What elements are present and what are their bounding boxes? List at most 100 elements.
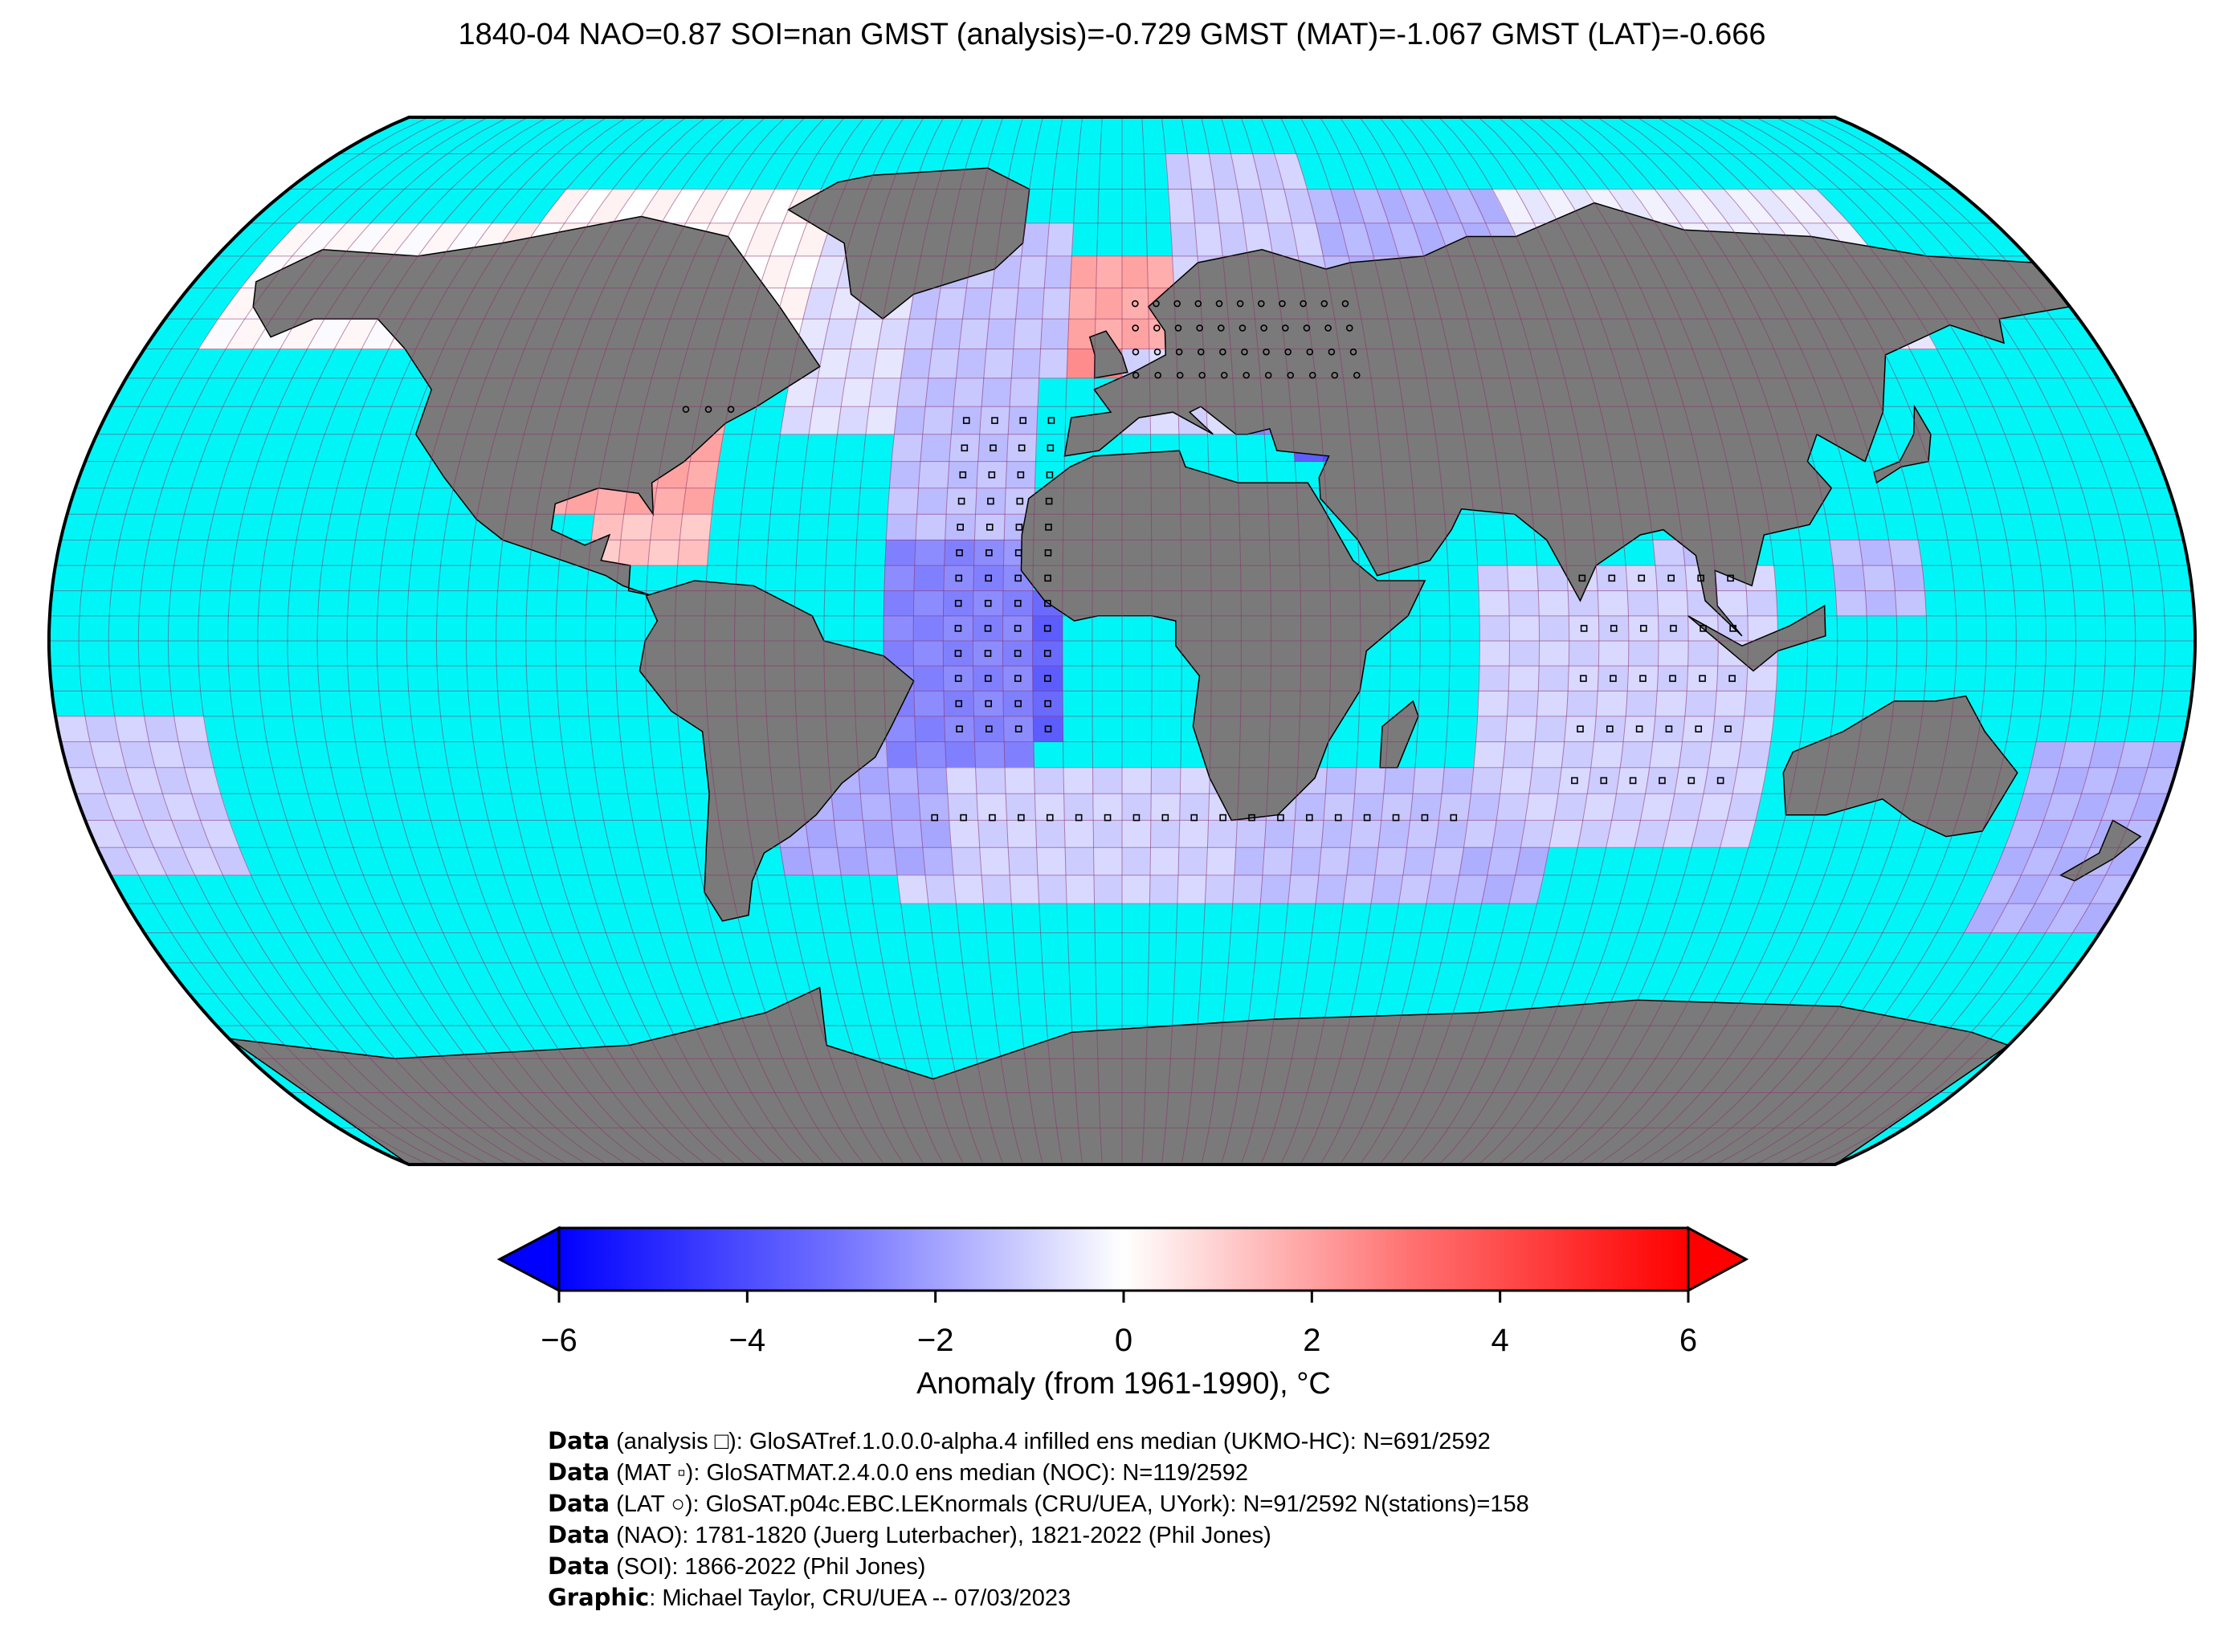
anomaly-cell — [1536, 691, 1569, 717]
anomaly-cell — [943, 565, 974, 591]
analysis-cell-marker — [1219, 814, 1226, 822]
analysis-cell-marker — [1043, 625, 1051, 632]
anomaly-cell — [1093, 846, 1123, 876]
anomaly-cell — [1003, 741, 1034, 769]
analysis-cell-marker — [987, 497, 994, 505]
anomaly-cell — [916, 487, 949, 515]
anomaly-cell — [1864, 590, 1897, 617]
anomaly-cell — [1063, 820, 1094, 848]
credit-text: (NAO): 1781-1820 (Juerg Luterbacher), 18… — [610, 1523, 1271, 1548]
anomaly-cell — [1615, 767, 1651, 794]
analysis-cell-marker — [1018, 444, 1026, 452]
anomaly-cell — [1500, 767, 1533, 794]
anomaly-cell — [652, 487, 687, 515]
anomaly-cell — [1528, 767, 1562, 794]
anomaly-cell — [973, 565, 1004, 591]
anomaly-cell — [1711, 716, 1745, 743]
analysis-cell-marker — [1019, 417, 1027, 424]
land-station-marker — [1264, 371, 1272, 379]
anomaly-cell — [1318, 846, 1351, 876]
anomaly-cell — [1121, 288, 1149, 320]
analysis-cell-marker — [1044, 675, 1051, 683]
analysis-cell-marker — [1306, 814, 1313, 822]
analysis-cell-marker — [1659, 777, 1666, 785]
anomaly-cell — [836, 846, 870, 876]
land-station-marker — [1153, 300, 1160, 308]
land-station-marker — [1349, 348, 1357, 356]
land-station-marker — [682, 406, 690, 414]
anomaly-cell — [891, 820, 924, 848]
anomaly-cell — [1235, 820, 1267, 848]
anomaly-cell — [1628, 615, 1659, 642]
land-station-marker — [1341, 300, 1349, 308]
land-station-marker — [1236, 300, 1244, 308]
anomaly-cell — [1459, 846, 1493, 876]
analysis-cell-marker — [1635, 725, 1643, 732]
anomaly-cell — [912, 665, 945, 691]
anomaly-cell — [1549, 820, 1584, 848]
analysis-cell-marker — [1161, 814, 1169, 822]
analysis-cell-marker — [1044, 549, 1052, 557]
anomaly-cell — [1426, 875, 1460, 904]
colorbar-min-arrow — [496, 1226, 561, 1293]
colorbar-max-arrow — [1687, 1226, 1749, 1293]
anomaly-cell — [1066, 349, 1096, 379]
colorbar-tick-label: −2 — [917, 1323, 954, 1358]
land-station-marker — [1153, 348, 1161, 356]
anomaly-cell — [931, 318, 963, 349]
anomaly-cell — [1674, 767, 1709, 794]
anomaly-cell — [1015, 288, 1045, 320]
analysis-cell-marker — [931, 814, 938, 822]
anomaly-cell — [979, 406, 1010, 435]
anomaly-cell — [961, 288, 994, 320]
anomaly-cell — [1032, 665, 1063, 691]
land-station-marker — [1239, 324, 1247, 332]
analysis-cell-marker — [1046, 471, 1054, 479]
anomaly-cell — [1004, 767, 1035, 794]
anomaly-cell — [1354, 767, 1386, 794]
analysis-cell-marker — [1047, 417, 1055, 424]
anomaly-cell — [1092, 820, 1123, 848]
anomaly-cell — [1678, 741, 1712, 769]
analysis-cell-marker — [954, 599, 962, 607]
anomaly-cell — [1714, 691, 1747, 717]
anomaly-cell — [955, 349, 987, 379]
anomaly-cell — [840, 377, 874, 407]
analysis-cell-marker — [1700, 625, 1707, 632]
anomaly-cell — [1343, 875, 1376, 904]
anomaly-cell — [885, 741, 918, 769]
anomaly-cell — [1598, 640, 1630, 667]
anomaly-cell — [1149, 875, 1179, 904]
anomaly-cell — [1169, 222, 1198, 257]
anomaly-cell — [1121, 255, 1149, 289]
anomaly-cell — [862, 820, 895, 848]
anomaly-cell — [845, 349, 879, 379]
land-station-marker — [1263, 348, 1270, 356]
land-station-marker — [1215, 300, 1223, 308]
anomaly-cell — [1434, 820, 1468, 848]
analysis-cell-marker — [1014, 725, 1022, 732]
anomaly-cell — [1007, 406, 1039, 435]
anomaly-cell — [1564, 716, 1597, 743]
land-station-marker — [1132, 300, 1139, 308]
analysis-cell-marker — [1610, 675, 1617, 683]
anomaly-cell — [1508, 665, 1540, 691]
anomaly-cell — [144, 716, 179, 743]
analysis-cell-marker — [1014, 650, 1022, 657]
analysis-cell-marker — [1580, 675, 1587, 683]
anomaly-cell — [1658, 615, 1689, 642]
analysis-cell-marker — [1363, 814, 1371, 822]
anomaly-cell — [893, 406, 926, 435]
anomaly-cell — [1656, 665, 1689, 691]
anomaly-cell — [1121, 846, 1151, 876]
land-station-marker — [1173, 300, 1181, 308]
anomaly-cell — [1032, 716, 1063, 743]
anomaly-cell — [1290, 846, 1322, 876]
anomaly-cell — [1093, 875, 1123, 904]
anomaly-cell — [975, 767, 1006, 794]
analysis-cell-marker — [1580, 625, 1588, 632]
anomaly-cell — [1668, 793, 1704, 821]
anomaly-cell — [1655, 691, 1687, 717]
anomaly-cell — [915, 741, 947, 769]
credit-key: Data — [548, 1552, 610, 1580]
